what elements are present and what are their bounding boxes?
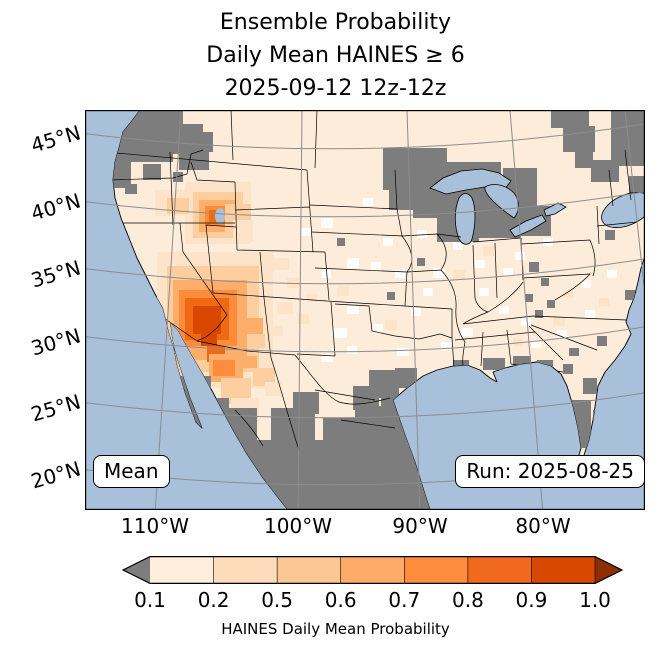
colorbar-tick-7: 1.0 <box>579 588 611 612</box>
colorbar-segment-4 <box>340 556 405 584</box>
graticule <box>85 110 645 510</box>
lat-label-25n: 25°N <box>28 389 84 427</box>
colorbar-tick-3: 0.6 <box>324 588 357 612</box>
mean-annotation-box: Mean <box>93 455 170 488</box>
lat-label-35n: 35°N <box>28 255 84 293</box>
lake-michigan <box>454 193 476 245</box>
great-salt-lake <box>215 208 225 224</box>
map-frame <box>85 110 645 510</box>
map-canvas <box>85 110 645 510</box>
title-line-3: 2025-09-12 12z-12z <box>224 76 447 101</box>
colorbar-tick-2: 0.5 <box>261 588 293 612</box>
lat-label-30n: 30°N <box>28 323 84 361</box>
lake-erie <box>509 214 547 238</box>
colorbar-tick-5: 0.8 <box>451 588 484 612</box>
parallels <box>85 123 645 486</box>
colorbar-segment-5 <box>404 556 469 584</box>
lat-label-20n: 20°N <box>28 456 84 494</box>
state-borders <box>113 110 638 451</box>
colorbar-segment-6 <box>467 556 532 584</box>
colorbar-tick-6: 0.9 <box>515 588 548 612</box>
gulf-of-st-lawrence <box>601 192 645 228</box>
run-annotation-box: Run: 2025-08-25 <box>455 455 645 488</box>
lat-label-45n: 45°N <box>28 120 84 158</box>
lon-label-80w: 80°W <box>515 514 571 538</box>
colorbar-segment-dividers <box>213 556 596 584</box>
lon-label-110w: 110°W <box>121 514 189 538</box>
title-line-2: Daily Mean HAINES ≥ 6 <box>206 43 465 68</box>
map-area <box>85 110 645 510</box>
lat-label-40n: 40°N <box>28 188 84 226</box>
colorbar-segment-3 <box>277 556 341 584</box>
meridians <box>154 110 645 510</box>
lon-label-100w: 100°W <box>264 514 332 538</box>
colorbar-over-arrow <box>595 556 623 584</box>
colorbar-segment-2 <box>213 556 278 584</box>
lon-label-90w: 90°W <box>392 514 448 538</box>
colorbar <box>122 556 623 584</box>
colorbar-segment-7 <box>531 556 596 584</box>
colorbar-segment-1 <box>150 556 214 584</box>
title-line-1: Ensemble Probability <box>219 10 452 35</box>
colorbar-tick-0: 0.1 <box>134 588 166 612</box>
colorbar-tick-1: 0.2 <box>197 588 230 612</box>
lakes <box>215 168 645 245</box>
colorbar-under-arrow <box>122 556 150 584</box>
colorbar-tick-4: 0.7 <box>388 588 421 612</box>
colorbar-label: HAINES Daily Mean Probability <box>221 620 450 638</box>
lake-huron <box>484 184 519 219</box>
